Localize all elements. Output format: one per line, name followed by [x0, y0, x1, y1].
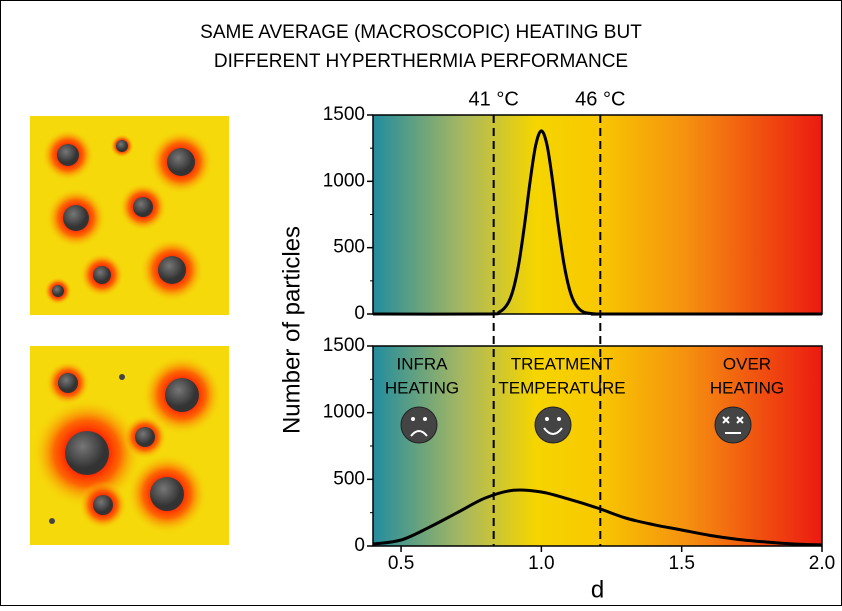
x-tick-label: 1.0: [528, 553, 554, 574]
y-tick-label: 500: [333, 237, 365, 258]
x-tick-label: 2.0: [809, 553, 835, 574]
region-label: TREATMENT: [511, 354, 614, 373]
region-label: OVER: [723, 354, 771, 373]
face: [400, 406, 438, 444]
plot-background: [373, 115, 822, 314]
line: [372, 488, 823, 547]
title: SAME AVERAGE (MACROSCOPIC) HEATING BUT: [200, 22, 642, 43]
mouth: [410, 430, 428, 437]
face-icon: [534, 406, 572, 444]
eye: [423, 417, 427, 421]
eye: [722, 416, 730, 424]
particle-image-bottom: [30, 346, 229, 545]
region-label: TEMPERATURE: [498, 378, 625, 397]
y-tick-label: 0: [354, 535, 365, 556]
subtitle: DIFFERENT HYPERTHERMIA PERFORMANCE: [214, 51, 628, 72]
face-icon: [400, 406, 438, 444]
y-tick-label: 1000: [323, 170, 365, 191]
temperature-label: 41 °C: [469, 88, 519, 110]
y-tick-label: 1500: [323, 104, 365, 125]
y-tick-label: 1500: [323, 335, 365, 356]
eye: [545, 417, 549, 421]
mouth: [543, 427, 563, 435]
x-axis-label: d: [591, 576, 604, 603]
x-tick-label: 0.5: [388, 553, 414, 574]
plot-background: [373, 346, 822, 546]
region-label: HEATING: [710, 378, 784, 397]
particle-image-top: [30, 116, 229, 315]
y-tick-label: 500: [333, 468, 365, 489]
temperature-label: 46 °C: [575, 88, 625, 110]
face: [714, 406, 752, 444]
eye: [411, 417, 415, 421]
region-label: INFRA: [397, 354, 449, 373]
face: [534, 406, 572, 444]
y-tick-label: 0: [354, 303, 365, 324]
plot-frame: [372, 345, 823, 547]
eye: [557, 417, 561, 421]
region-label: HEATING: [385, 378, 459, 397]
y-axis-label: Number of particles: [278, 226, 305, 434]
face-icon: [714, 406, 752, 444]
eye: [736, 416, 744, 424]
plot-frame: [372, 114, 823, 315]
y-tick-label: 1000: [323, 402, 365, 423]
x-tick-label: 1.5: [668, 553, 694, 574]
